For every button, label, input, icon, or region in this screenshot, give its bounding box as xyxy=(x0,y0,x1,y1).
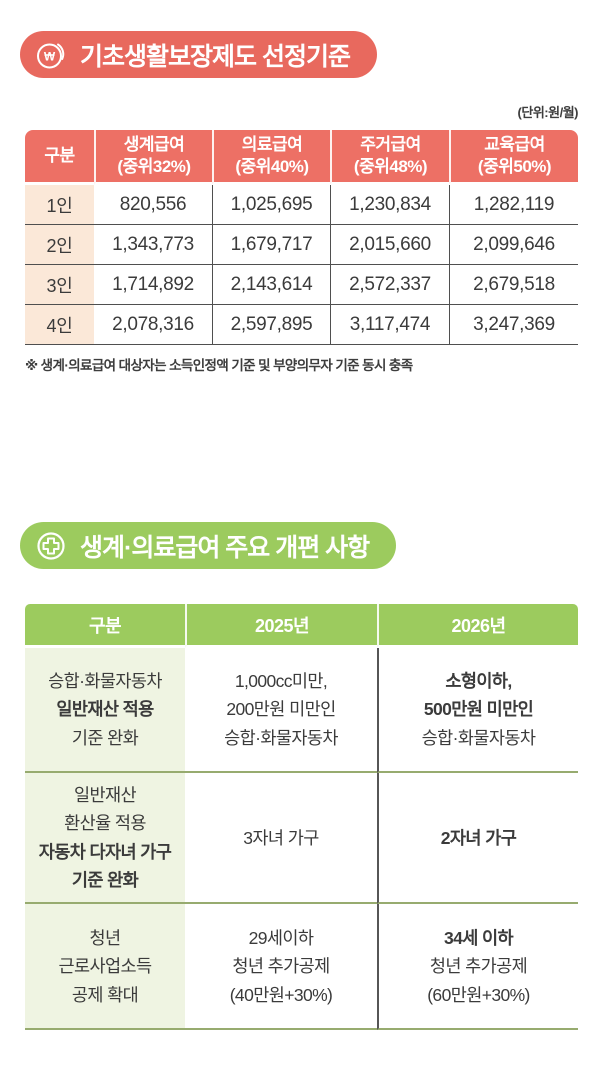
benefit-amount-cell: 2,597,895 xyxy=(212,305,330,345)
table2-col-header: 2026년 xyxy=(377,604,578,648)
benefit-amount-cell: 1,025,695 xyxy=(212,185,330,225)
cell-line: 3자녀 가구 xyxy=(243,827,319,848)
table2-col-header: 2025년 xyxy=(185,604,377,648)
table1-col-header: 주거급여 (중위48%) xyxy=(330,130,449,185)
cell-line: 29세이하 xyxy=(248,927,314,948)
col-header-sub: (중위32%) xyxy=(117,157,191,176)
cell-line: 1,000cc미만, xyxy=(234,670,328,691)
section2-title-badge: 생계·의료급여 주요 개편 사항 xyxy=(20,522,397,569)
cell-line: 자동차 다자녀 가구 xyxy=(38,841,172,862)
section2-title: 생계·의료급여 주요 개편 사항 xyxy=(80,533,370,562)
cell-line: 승합·화물자동차 xyxy=(224,727,338,748)
benefit-amount-cell: 2,078,316 xyxy=(94,305,212,345)
won-coin-icon: W xyxy=(33,37,69,73)
cell-line: 근로사업소득 xyxy=(58,956,153,977)
benefit-amount-cell: 1,343,773 xyxy=(94,225,212,265)
benefit-amount-cell: 3,247,369 xyxy=(449,305,578,345)
household-size-cell: 2인 xyxy=(25,225,94,265)
col-header-label: 교육급여 xyxy=(484,134,545,154)
benefit-amount-cell: 1,714,892 xyxy=(94,265,212,305)
benefit-amount-cell: 820,556 xyxy=(94,185,212,225)
cell-line: 환산율 적용 xyxy=(64,813,146,834)
cell-line: 청년 추가공제 xyxy=(232,956,330,977)
col-header-sub: (중위50%) xyxy=(477,157,552,176)
cell-line: (40만원+30%) xyxy=(229,984,333,1005)
cell-line: 승합·화물자동차 xyxy=(48,670,162,691)
table1-header-row: 구분 생계급여 (중위32%) 의료급여 (중위40%) 주거급여 (중위48%) 교육급여 (… xyxy=(25,130,578,185)
household-size-cell: 4인 xyxy=(25,305,94,345)
benefit-amount-cell: 2,099,646 xyxy=(449,225,578,265)
section1-title: 기초생활보장제도 선정기준 xyxy=(80,42,351,71)
col-header-label: 생계급여 xyxy=(123,134,185,154)
cell-line: 청년 xyxy=(89,927,122,948)
household-size-cell: 1인 xyxy=(25,185,94,225)
cell-line: 기준 완화 xyxy=(71,870,139,891)
cell-line: 공제 확대 xyxy=(71,984,139,1005)
table1-row: 4인 2,078,316 2,597,895 3,117,474 3,247,369 xyxy=(25,305,578,345)
cell-line: 일반재산 xyxy=(74,785,137,805)
cell-line: (60만원+30%) xyxy=(427,984,530,1005)
reform-2026-cell: 2자녀 가구 xyxy=(377,773,578,905)
svg-text:W: W xyxy=(44,49,56,63)
col-header-sub: (중위48%) xyxy=(353,157,428,176)
table2-header-row: 구분 2025년 2026년 xyxy=(25,604,578,648)
cell-line: 2자녀 가구 xyxy=(440,827,517,848)
reform-2025-cell: 3자녀 가구 xyxy=(185,773,377,905)
table1-row: 2인 1,343,773 1,679,717 2,015,660 2,099,646 xyxy=(25,225,578,265)
table1-col-header: 교육급여 (중위50%) xyxy=(449,130,578,185)
col-header-label: 의료급여 xyxy=(241,134,303,154)
medical-cross-icon xyxy=(33,528,69,564)
cell-line: 일반재산 적용 xyxy=(56,699,154,720)
benefit-amount-cell: 1,230,834 xyxy=(330,185,449,225)
footnote: ※ 생계·의료급여 대상자는 소득인정액 기준 및 부양의무자 기준 동시 충족 xyxy=(25,358,413,373)
benefit-amount-cell: 2,679,518 xyxy=(449,265,578,305)
cell-line: 소형이하, xyxy=(445,670,512,691)
benefit-amount-cell: 3,117,474 xyxy=(330,305,449,345)
unit-note: (단위:원/월) xyxy=(517,105,579,120)
table1-col-header: 의료급여 (중위40%) xyxy=(212,130,330,185)
cell-line: 기준 완화 xyxy=(71,727,139,748)
col-header-label: 주거급여 xyxy=(360,134,421,154)
benefit-amount-cell: 1,679,717 xyxy=(212,225,330,265)
benefit-amount-cell: 2,015,660 xyxy=(330,225,449,265)
cell-line: 200만원 미만인 xyxy=(226,699,336,720)
col-header-sub: (중위40%) xyxy=(235,157,309,176)
household-size-cell: 3인 xyxy=(25,265,94,305)
table1-row: 3인 1,714,892 2,143,614 2,572,337 2,679,518 xyxy=(25,265,578,305)
table1-col-header: 구분 xyxy=(25,130,94,185)
cell-line: 승합·화물자동차 xyxy=(421,727,536,748)
cell-line: 청년 추가공제 xyxy=(429,956,528,977)
benefit-amount-cell: 2,572,337 xyxy=(330,265,449,305)
col-header-label: 구분 xyxy=(44,145,75,165)
benefit-amount-cell: 1,282,119 xyxy=(449,185,578,225)
table1-col-header: 생계급여 (중위32%) xyxy=(94,130,212,185)
benefit-amount-cell: 2,143,614 xyxy=(212,265,330,305)
table2-col-header: 구분 xyxy=(25,604,185,648)
cell-line: 500만원 미만인 xyxy=(423,699,534,720)
table1-row: 1인 820,556 1,025,695 1,230,834 1,282,119 xyxy=(25,185,578,225)
reform-table: 구분 2025년 2026년 승합·화물자동차 일반재산 적용 기준 완화 1,000cc… xyxy=(25,604,578,1031)
benefit-criteria-table: 구분 생계급여 (중위32%) 의료급여 (중위40%) 주거급여 (중위48%) 교육급여 (… xyxy=(25,130,578,345)
table2-row: 승합·화물자동차 일반재산 적용 기준 완화 1,000cc미만, 200만원 미만인 승… xyxy=(25,648,578,773)
section1-title-badge: W 기초생활보장제도 선정기준 xyxy=(20,31,377,78)
cell-line: 34세 이하 xyxy=(443,927,514,948)
